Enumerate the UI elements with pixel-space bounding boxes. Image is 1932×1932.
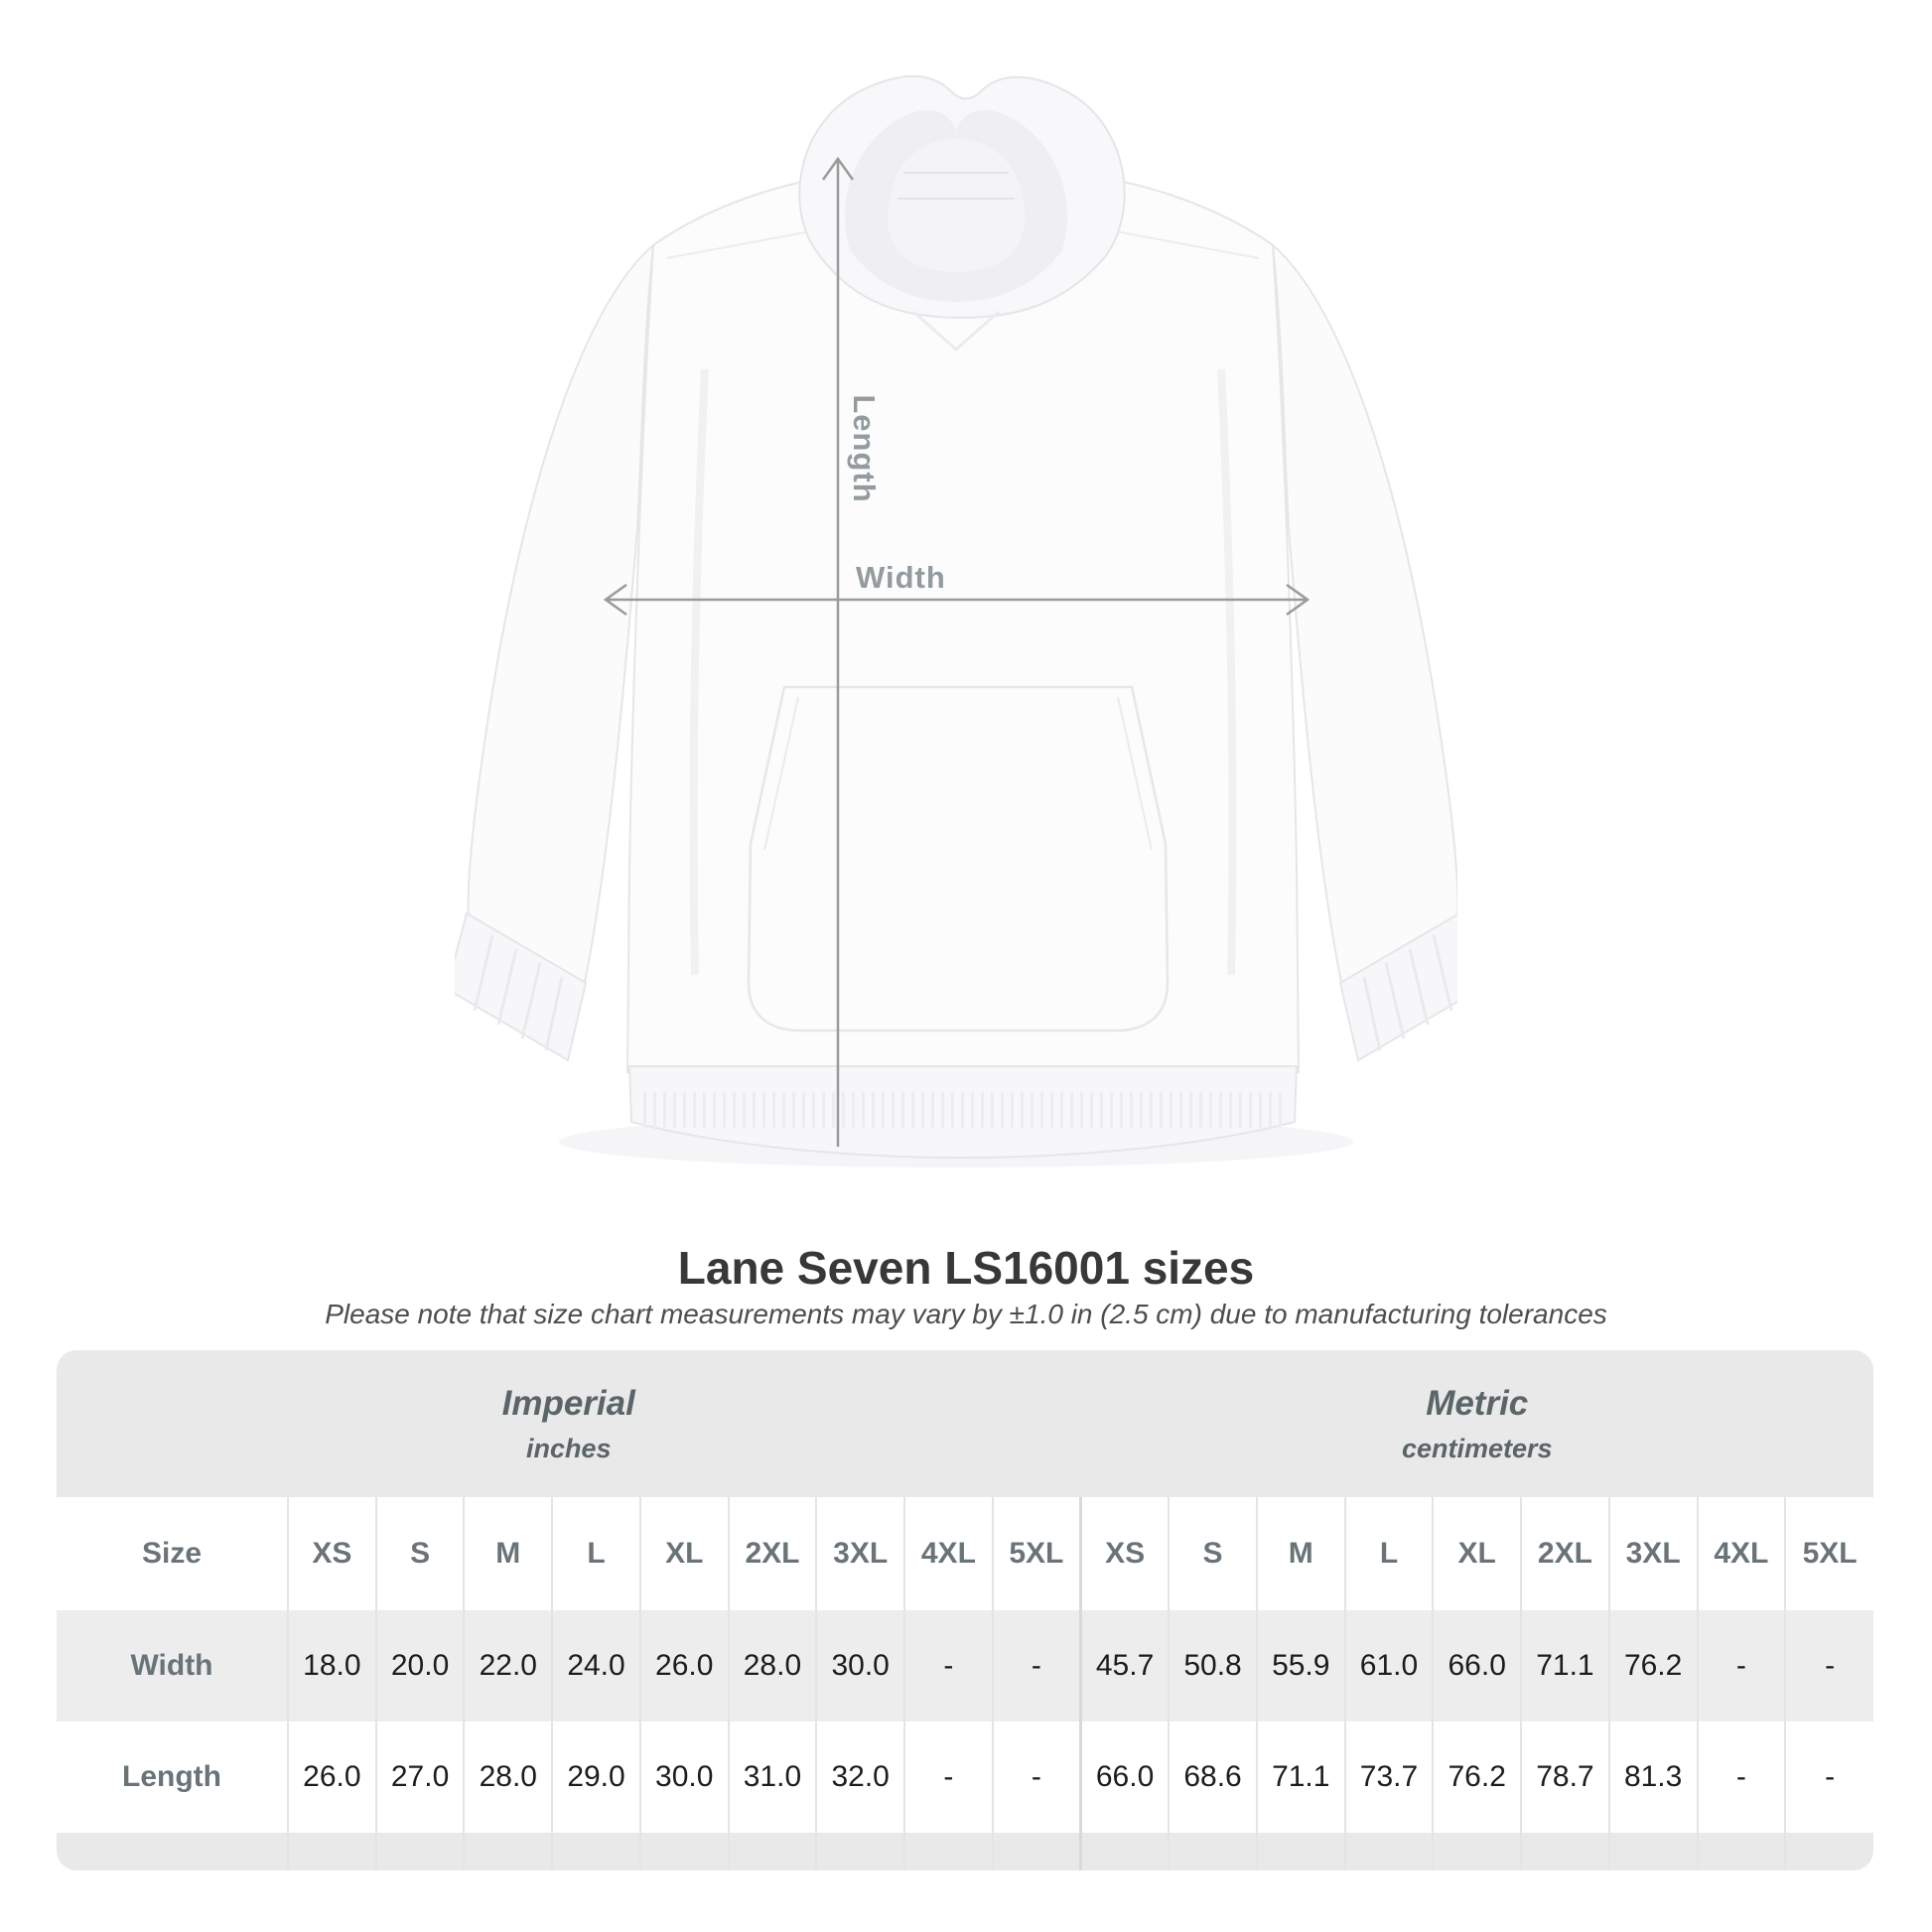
measure-cell: 73.7 bbox=[1343, 1722, 1434, 1833]
size-col-header: 3XL bbox=[815, 1497, 905, 1610]
size-chart-table: Imperial inches Metric centimeters Size … bbox=[57, 1350, 1873, 1870]
measure-cell: - bbox=[903, 1610, 993, 1722]
size-col-header: XL bbox=[638, 1497, 729, 1610]
size-col-header: L bbox=[1343, 1497, 1434, 1610]
measure-cell: 66.0 bbox=[1432, 1610, 1522, 1722]
measure-cell: 30.0 bbox=[638, 1722, 729, 1833]
size-column-header: Size bbox=[57, 1497, 288, 1610]
length-arrowhead-icon bbox=[821, 156, 855, 181]
measure-cell: 29.0 bbox=[551, 1722, 640, 1833]
measure-cell: 71.1 bbox=[1520, 1610, 1609, 1722]
measure-cell: 76.2 bbox=[1607, 1610, 1698, 1722]
measure-cell: - bbox=[1784, 1610, 1873, 1722]
size-col-header: L bbox=[551, 1497, 640, 1610]
size-col-header: 5XL bbox=[991, 1497, 1081, 1610]
measure-row: Length 26.0 27.0 28.0 29.0 30.0 31.0 32.0- -66.0… bbox=[57, 1722, 1873, 1833]
measure-row: Width 18.0 20.0 22.0 24.0 26.0 28.0 30.0- -45.7 5… bbox=[57, 1610, 1873, 1722]
row-label: Width bbox=[130, 1649, 213, 1682]
measure-cell: - bbox=[1784, 1722, 1873, 1833]
measure-cell: 78.7 bbox=[1520, 1722, 1609, 1833]
measure-cell: 32.0 bbox=[815, 1722, 905, 1833]
row-label: Length bbox=[122, 1760, 221, 1793]
imperial-title: Imperial bbox=[501, 1383, 635, 1423]
page-title: Lane Seven LS16001 sizes bbox=[677, 1241, 1255, 1294]
measure-cell: 31.0 bbox=[727, 1722, 817, 1833]
unit-header-row: Imperial inches Metric centimeters bbox=[57, 1350, 1873, 1497]
measure-cell: 71.1 bbox=[1255, 1722, 1345, 1833]
measure-cell: 22.0 bbox=[463, 1610, 553, 1722]
size-col-header: 2XL bbox=[1520, 1497, 1609, 1610]
size-col-header: 4XL bbox=[1696, 1497, 1786, 1610]
size-col-header: 3XL bbox=[1607, 1497, 1698, 1610]
size-col-header: 5XL bbox=[1784, 1497, 1873, 1610]
size-col-header: S bbox=[1168, 1497, 1257, 1610]
width-arrowhead-left-icon bbox=[603, 583, 627, 617]
measure-cell: 66.0 bbox=[1078, 1722, 1170, 1833]
measure-cell: 76.2 bbox=[1432, 1722, 1522, 1833]
size-table-body: Width 18.0 20.0 22.0 24.0 26.0 28.0 30.0- -45.7 5… bbox=[57, 1610, 1873, 1870]
measure-cell: - bbox=[1696, 1722, 1786, 1833]
measure-cell: - bbox=[991, 1722, 1081, 1833]
imperial-unit: inches bbox=[525, 1433, 612, 1463]
measure-cell: 68.6 bbox=[1168, 1722, 1257, 1833]
measure-cell: 45.7 bbox=[1078, 1610, 1170, 1722]
size-col-header: M bbox=[1255, 1497, 1345, 1610]
measure-cell: 81.3 bbox=[1607, 1722, 1698, 1833]
measure-cell: 55.9 bbox=[1255, 1610, 1345, 1722]
length-label: Length bbox=[847, 394, 882, 503]
measure-cell: 24.0 bbox=[551, 1610, 640, 1722]
size-header-row: Size XS S M L XL 2XL 3XL 4XL 5XL XS S M L XL 2XL 3XL 4XL… bbox=[57, 1497, 1873, 1610]
size-col-header: XS bbox=[287, 1497, 376, 1610]
size-col-header: 4XL bbox=[903, 1497, 993, 1610]
tolerance-note: Please note that size chart measurements… bbox=[325, 1299, 1607, 1329]
measure-cell: 30.0 bbox=[815, 1610, 905, 1722]
measure-cell: - bbox=[1696, 1610, 1786, 1722]
measure-cell: 28.0 bbox=[727, 1610, 817, 1722]
measure-cell: 61.0 bbox=[1343, 1610, 1434, 1722]
measure-cell: - bbox=[903, 1722, 993, 1833]
measurement-overlay bbox=[603, 156, 1311, 1147]
width-label: Width bbox=[856, 560, 946, 595]
size-col-header: XL bbox=[1432, 1497, 1522, 1610]
hoodie-figure: Length Width bbox=[455, 62, 1457, 1179]
size-col-header: S bbox=[374, 1497, 465, 1610]
width-arrowhead-right-icon bbox=[1286, 583, 1311, 617]
measure-cell: 50.8 bbox=[1168, 1610, 1257, 1722]
metric-header: Metric centimeters bbox=[1080, 1350, 1873, 1497]
measure-cell: 18.0 bbox=[287, 1610, 376, 1722]
measure-cell: 27.0 bbox=[374, 1722, 465, 1833]
measure-cell: 20.0 bbox=[374, 1610, 465, 1722]
size-col-header: 2XL bbox=[727, 1497, 817, 1610]
measure-cell: 26.0 bbox=[638, 1610, 729, 1722]
measure-cell: - bbox=[991, 1610, 1081, 1722]
table-footer-band bbox=[57, 1833, 1873, 1870]
size-col-header: XS bbox=[1078, 1497, 1170, 1610]
metric-unit: centimeters bbox=[1401, 1433, 1553, 1463]
size-col-header: M bbox=[463, 1497, 553, 1610]
hoodie-image bbox=[455, 74, 1457, 1168]
metric-title: Metric bbox=[1426, 1383, 1529, 1423]
measure-cell: 28.0 bbox=[463, 1722, 553, 1833]
measure-cell: 26.0 bbox=[287, 1722, 376, 1833]
imperial-header: Imperial inches bbox=[57, 1350, 1081, 1497]
